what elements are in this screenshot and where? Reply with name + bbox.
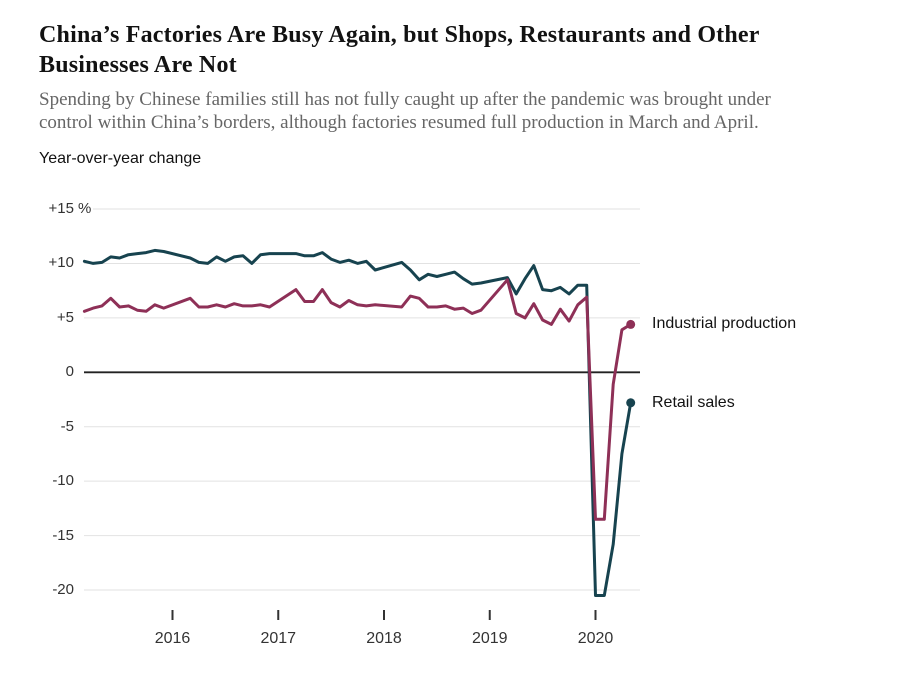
chart-subtitle: Spending by Chinese families still has n… xyxy=(39,88,771,134)
y-axis-label: -5 xyxy=(60,417,74,435)
x-axis-label: 2017 xyxy=(260,630,297,647)
series-end-dot-industrial-production xyxy=(626,319,636,329)
series-line-industrial-production xyxy=(82,278,633,521)
chart-subtitle-line-2: control within China’s borders, although… xyxy=(39,112,759,133)
legend-retail-sales: Retail sales xyxy=(652,393,735,411)
y-axis-label: -10 xyxy=(52,472,74,490)
legend-industrial-production: Industrial production xyxy=(652,315,797,333)
y-axis-label: +5 xyxy=(56,308,74,326)
chart-subtitle-line-1: Spending by Chinese families still has n… xyxy=(39,89,771,110)
chart-title-line-1: China’s Factories Are Busy Again, but Sh… xyxy=(39,22,760,48)
y-axis-unit-note: Year-over-year change xyxy=(39,150,202,167)
y-axis-label: +15 xyxy=(48,200,74,217)
chart-title-line-2: Businesses Are Not xyxy=(39,52,237,78)
y-axis-label: -20 xyxy=(52,581,74,599)
series-line-retail-sales xyxy=(82,248,633,597)
x-axis-label: 2019 xyxy=(471,630,508,647)
y-axis-unit: % xyxy=(78,200,92,217)
y-axis-label: +10 xyxy=(48,254,74,272)
x-axis-label: 2016 xyxy=(154,630,191,647)
x-axis-label: 2018 xyxy=(366,630,402,647)
x-axis-label: 2020 xyxy=(577,630,614,647)
y-axis-label: 0 xyxy=(65,363,74,381)
chart-title: China’s Factories Are Busy Again, but Sh… xyxy=(39,20,760,80)
y-axis-label: -15 xyxy=(52,526,74,544)
series-end-dot-retail-sales xyxy=(626,398,636,408)
